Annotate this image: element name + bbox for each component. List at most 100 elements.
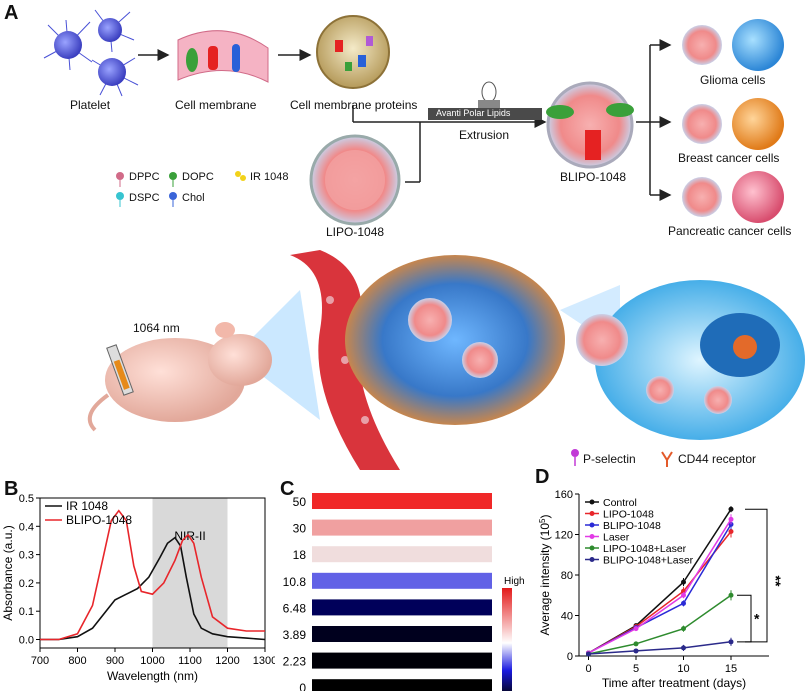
legend-marker <box>589 511 595 516</box>
platelet-cluster <box>43 9 139 97</box>
label-pancreatic-cancer-cells: Pancreatic cancer cells <box>668 224 792 238</box>
heatmap-row <box>312 626 492 642</box>
series-line-blipo-1048-laser <box>588 641 732 655</box>
x-tick-label: 10 <box>677 663 689 675</box>
panel-letter-a: A <box>4 2 19 24</box>
series-line-ir-1048 <box>40 536 266 641</box>
x-axis-label: Wavelength (nm) <box>107 669 198 683</box>
lipid-legend-icons <box>116 171 246 207</box>
heatmap-row <box>312 493 492 509</box>
legend-ir1048: IR 1048 <box>250 171 289 183</box>
x-tick-label: 1200 <box>215 655 239 667</box>
y-axis-label: Absorbance (a.u.) <box>1 525 15 620</box>
heatmap-row <box>312 599 492 616</box>
legend-dppc: DPPC <box>129 171 160 183</box>
label-lipo-1048: LIPO-1048 <box>326 225 385 239</box>
pancreatic-cancer-cell-pair <box>682 171 784 223</box>
heatmap-row-label: 3.89 <box>283 628 307 642</box>
label-p-selectin: P-selectin <box>583 452 636 466</box>
heatmap-row-label: 30 <box>293 522 307 536</box>
series-line-lipo-1048-laser <box>588 594 732 655</box>
heatmap-row-label: 2.23 <box>283 655 307 669</box>
extruder-device <box>428 81 542 120</box>
heatmap-row-label: 10.8 <box>283 575 307 589</box>
legend-marker <box>589 557 595 562</box>
label-platelet: Platelet <box>70 98 111 112</box>
significance-mark: * <box>754 611 760 627</box>
y-tick-label: 0.0 <box>19 635 34 647</box>
membrane-protein-dish <box>316 15 390 89</box>
label-cd44-receptor: CD44 receptor <box>678 452 757 466</box>
legend-label: LIPO-1048+Laser <box>603 543 687 555</box>
colorbar <box>502 588 512 691</box>
panel-letter-d: D <box>535 466 550 488</box>
data-point <box>728 639 734 645</box>
x-tick-label: 900 <box>106 655 124 667</box>
data-point <box>728 516 734 522</box>
legend-marker <box>589 522 595 528</box>
data-point <box>681 579 686 585</box>
x-tick-label: 1100 <box>178 655 202 667</box>
data-point <box>681 645 686 651</box>
significance-bracket <box>737 594 752 643</box>
receptor-legend-icons <box>571 449 673 467</box>
tumor-mass <box>345 255 565 425</box>
data-point <box>728 592 734 598</box>
intensity-time-chart: 0 5 10 15 0 40 80 120 160 Time after treatment (d… <box>538 489 785 690</box>
data-point <box>586 651 591 657</box>
y-tick-label: 40 <box>561 611 573 623</box>
heatmap-row <box>312 572 492 589</box>
nir-ii-band <box>152 498 228 648</box>
cell-membrane-illustration <box>177 30 269 83</box>
x-tick-label: 700 <box>31 655 49 667</box>
legend-label: BLIPO-1048 <box>603 520 661 532</box>
targeted-cancer-cell <box>576 280 805 440</box>
y-tick-label: 0.5 <box>19 493 34 505</box>
y-tick-label: 160 <box>555 489 573 501</box>
x-tick-label: 800 <box>68 655 86 667</box>
absorbance-spectrum-chart: NIR-II 700 800 900 1000 1100 1200 1300 0.0 0.1 0.2… <box>1 493 275 683</box>
label-extruder-brand: Avanti Polar Lipids <box>436 108 511 118</box>
legend-label: Laser <box>603 532 630 544</box>
data-point <box>633 648 639 654</box>
x-tick-label: 1000 <box>140 655 164 667</box>
significance-mark: ** <box>768 576 784 587</box>
y-tick-label: 0 <box>567 651 573 663</box>
heatmap-row-label: 6.48 <box>283 601 307 615</box>
series-line-blipo-1048 <box>40 509 265 641</box>
heatmap-row <box>312 546 492 563</box>
x-tick-label: 5 <box>633 663 639 675</box>
y-tick-label: 0.2 <box>19 578 34 590</box>
legend-label: LIPO-1048 <box>603 509 654 521</box>
legend-dspc: DSPC <box>129 192 160 204</box>
data-point <box>681 600 686 606</box>
y-axis-label: Average intensity (105) <box>538 515 553 636</box>
label-laser-wavelength: 1064 nm <box>133 321 180 335</box>
legend-label: Control <box>603 497 637 509</box>
data-point <box>681 592 686 598</box>
heatmap-row-label: 50 <box>293 495 307 509</box>
y-tick-label: 120 <box>555 530 573 542</box>
heatmap-row-label: 0 <box>299 681 306 691</box>
x-tick-label: 1300 <box>253 655 275 667</box>
colorbar-high-label: High <box>504 576 525 587</box>
liposome-illustration <box>309 134 401 226</box>
breast-cancer-cell-pair <box>682 98 784 150</box>
data-point <box>633 641 639 647</box>
schematic-illustration <box>43 9 805 470</box>
heatmap-row-label: 18 <box>293 548 307 562</box>
y-tick-label: 80 <box>561 570 573 582</box>
legend-label: BLIPO-1048 <box>66 513 132 527</box>
label-blipo-1048: BLIPO-1048 <box>560 170 627 184</box>
data-point <box>681 626 686 632</box>
label-glioma-cells: Glioma cells <box>700 73 766 87</box>
heatmap-row <box>312 679 492 691</box>
data-point <box>728 506 734 512</box>
x-tick-label: 0 <box>585 663 591 675</box>
y-tick-label: 0.3 <box>19 550 34 562</box>
legend-marker <box>589 545 595 551</box>
nir-ii-label: NIR-II <box>174 529 205 543</box>
legend-dopc: DOPC <box>182 171 214 183</box>
legend-chol: Chol <box>182 192 205 204</box>
label-breast-cancer-cells: Breast cancer cells <box>678 151 780 165</box>
